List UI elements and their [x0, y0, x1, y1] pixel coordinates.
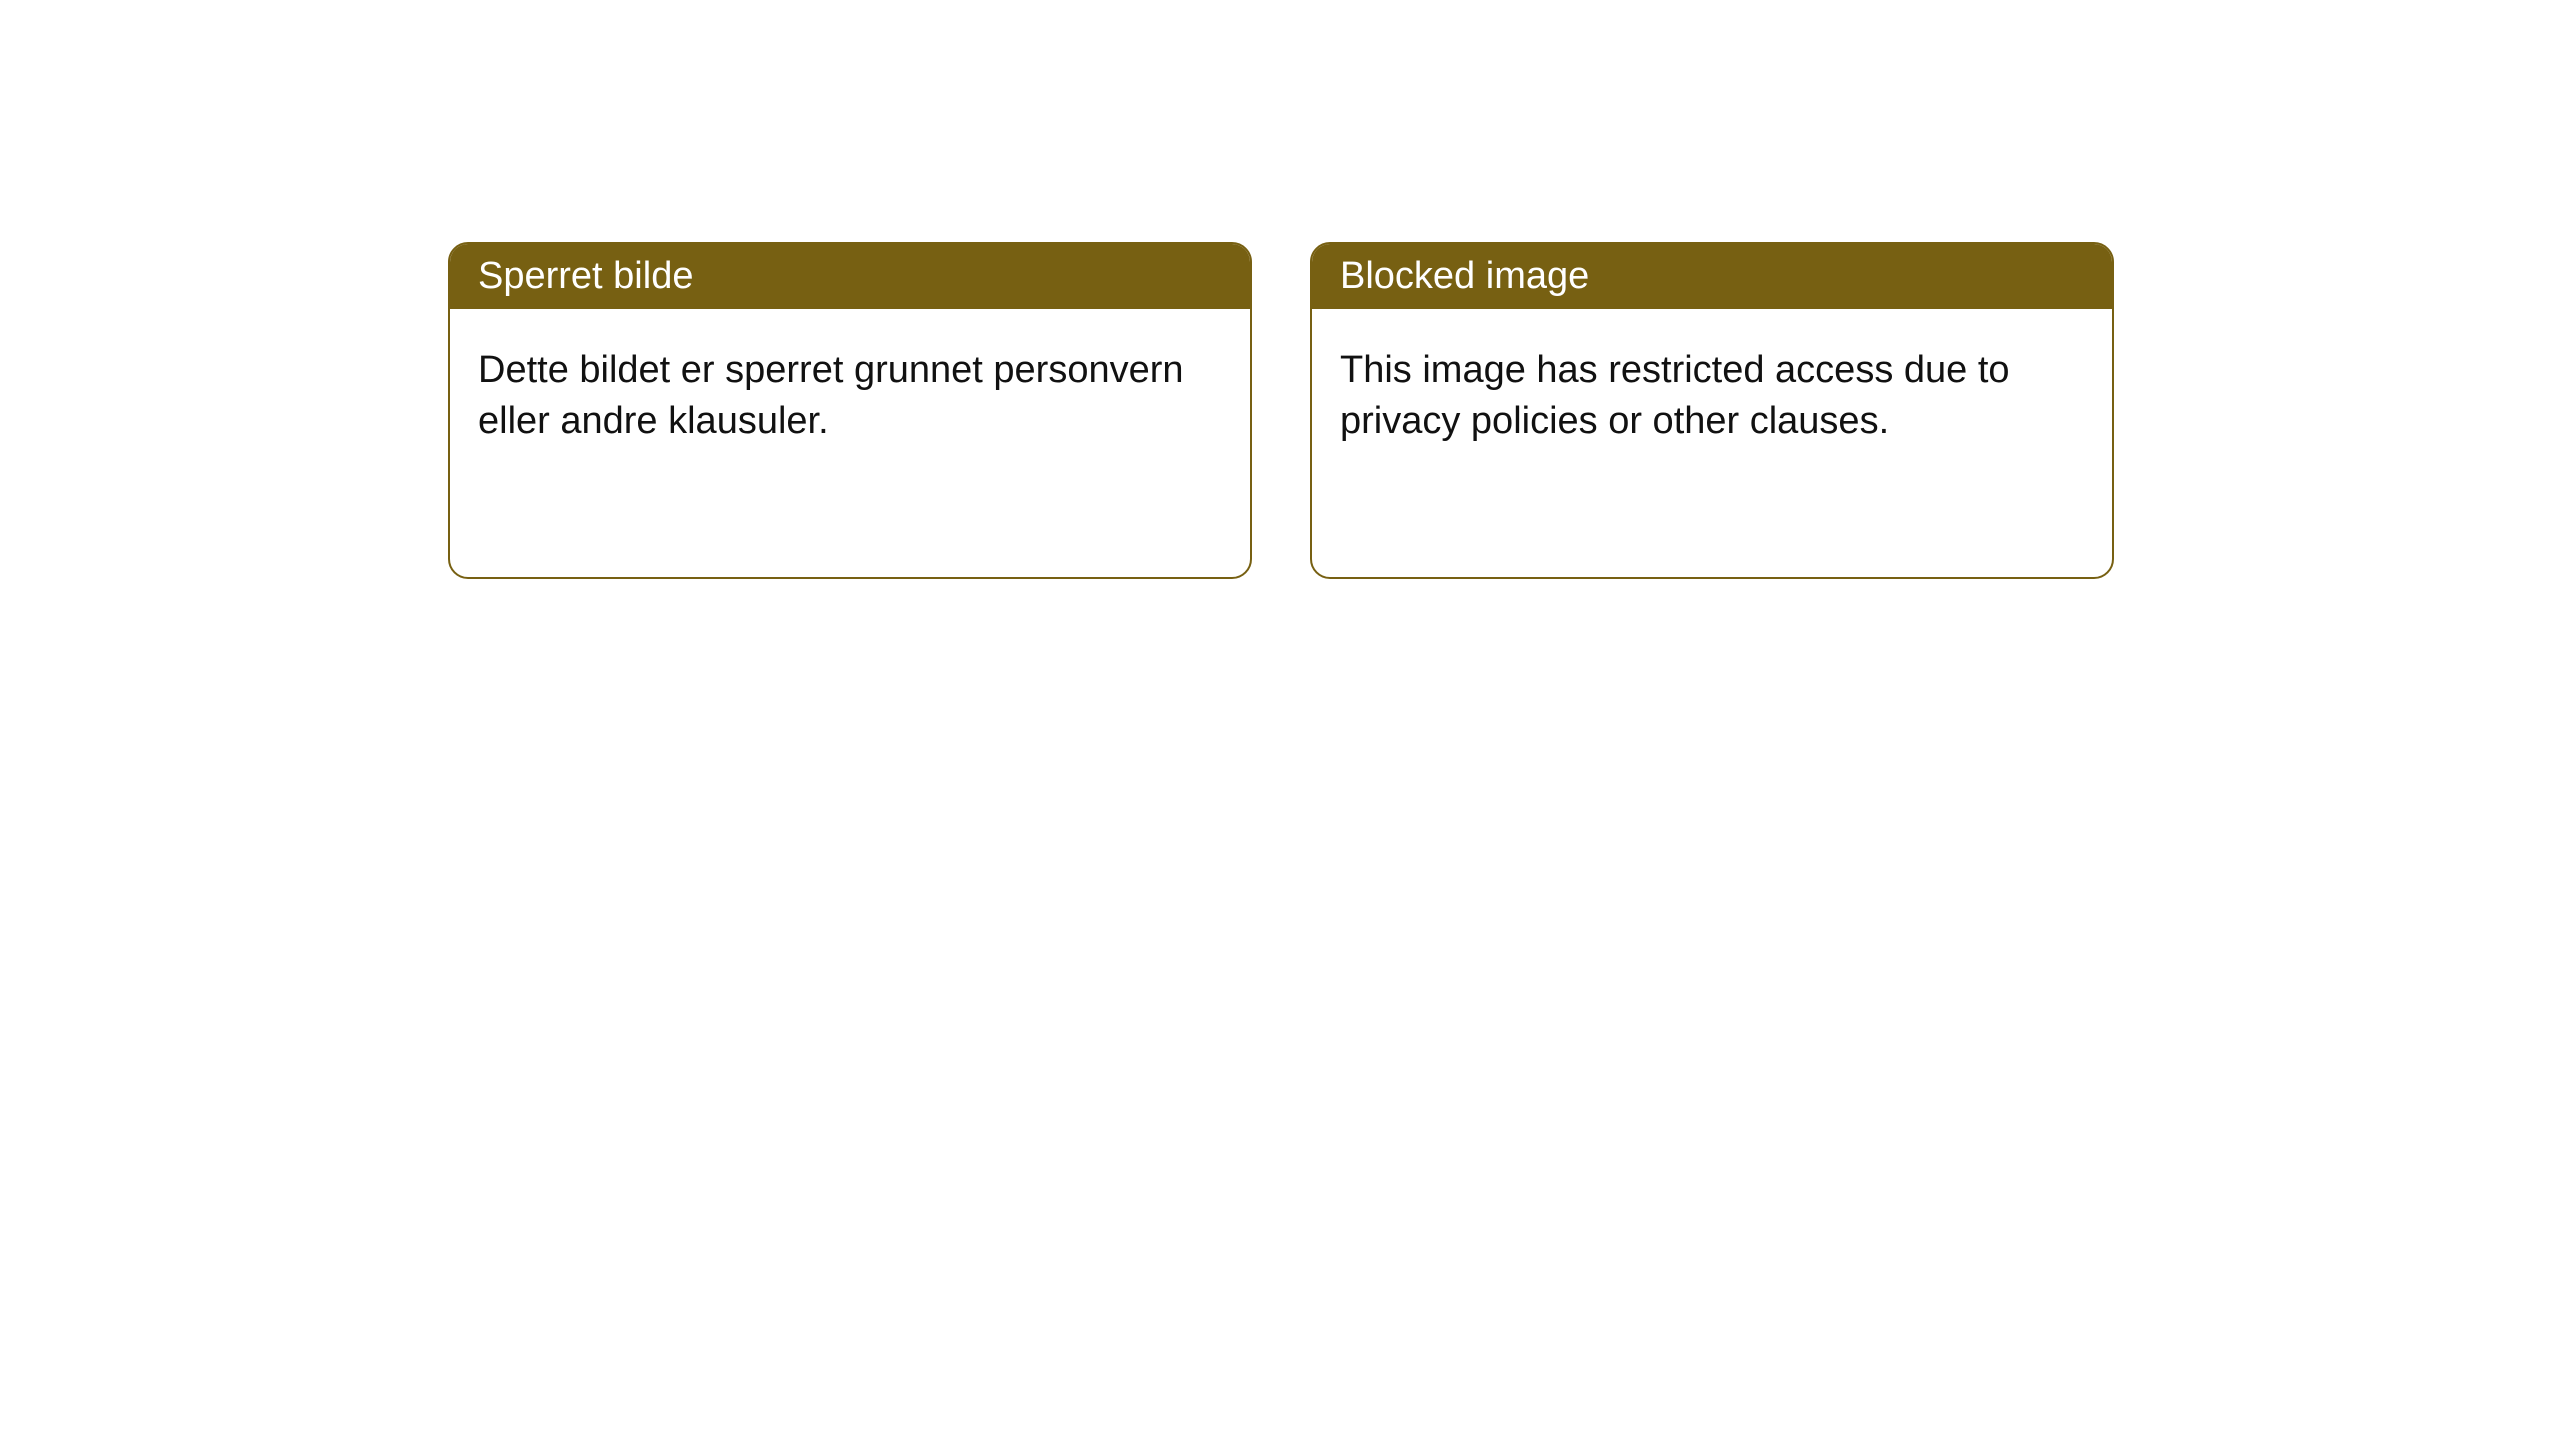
card-title-en: Blocked image — [1340, 255, 1589, 297]
blocked-image-card-no: Sperret bilde Dette bildet er sperret gr… — [448, 242, 1252, 579]
blocked-image-card-en: Blocked image This image has restricted … — [1310, 242, 2114, 579]
card-header-en: Blocked image — [1312, 244, 2112, 309]
card-header-no: Sperret bilde — [450, 244, 1250, 309]
card-body-en: This image has restricted access due to … — [1312, 309, 2112, 484]
cards-container: Sperret bilde Dette bildet er sperret gr… — [0, 0, 2560, 579]
card-body-text-en: This image has restricted access due to … — [1340, 349, 2010, 442]
card-title-no: Sperret bilde — [478, 255, 693, 297]
card-body-no: Dette bildet er sperret grunnet personve… — [450, 309, 1250, 484]
card-body-text-no: Dette bildet er sperret grunnet personve… — [478, 349, 1184, 442]
